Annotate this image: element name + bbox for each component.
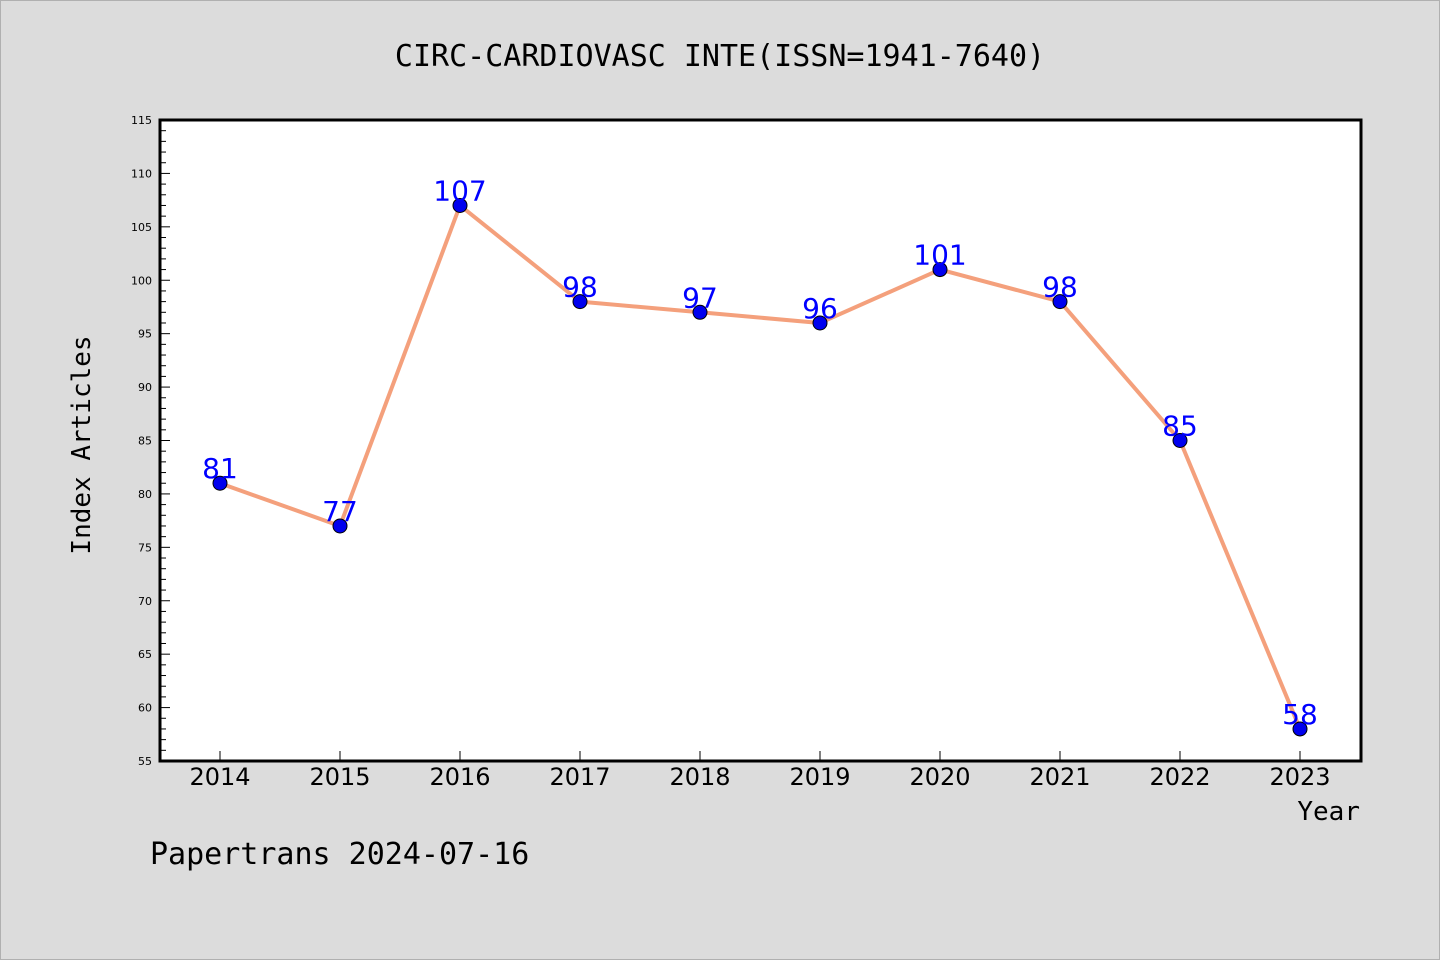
data-label: 96 xyxy=(802,292,838,325)
y-tick-label: 110 xyxy=(131,167,152,180)
data-point xyxy=(1052,294,1068,310)
series-line xyxy=(219,203,1302,730)
data-label: 97 xyxy=(682,281,718,314)
x-tick-label: 2021 xyxy=(1029,763,1090,791)
y-tick-label: 85 xyxy=(138,435,152,448)
x-tick-label: 2022 xyxy=(1149,763,1210,791)
plot-area xyxy=(158,118,1363,763)
x-tick-label: 2016 xyxy=(429,763,490,791)
data-labels: 81 77 107 98 97 96 101 98 85 58 xyxy=(202,174,1318,730)
data-point xyxy=(452,197,468,213)
y-tick-label: 100 xyxy=(131,274,152,287)
data-label: 107 xyxy=(433,174,486,207)
data-label: 98 xyxy=(562,271,598,304)
data-label: 101 xyxy=(913,239,966,272)
series xyxy=(212,197,1308,737)
y-tick-label: 80 xyxy=(138,488,152,501)
y-tick-label: 75 xyxy=(138,541,152,554)
footer-watermark: Papertrans 2024-07-16 xyxy=(150,837,529,872)
x-tick-label: 2020 xyxy=(909,763,970,791)
x-tick-label: 2014 xyxy=(189,763,250,791)
y-axis-title: Index Articles xyxy=(67,335,97,554)
y-axis: 55 60 65 70 75 80 85 90 95 100 105 110 115 xyxy=(131,114,170,768)
x-axis: 2014 2015 2016 2017 2018 2019 2020 2021 2022 2023 xyxy=(189,751,1331,791)
x-tick-label: 2017 xyxy=(549,763,610,791)
data-label: 81 xyxy=(202,452,238,485)
data-label: 58 xyxy=(1282,698,1318,731)
x-tick-label: 2015 xyxy=(309,763,370,791)
y-tick-label: 55 xyxy=(138,755,152,768)
data-point xyxy=(212,475,228,491)
data-point xyxy=(1172,433,1188,448)
chart-title: CIRC-CARDIOVASC INTE(ISSN=1941-7640) xyxy=(395,39,1045,74)
y-tick-label: 115 xyxy=(131,114,152,127)
x-tick-label: 2023 xyxy=(1269,763,1330,791)
x-tick-label: 2019 xyxy=(789,763,850,791)
data-point xyxy=(692,304,708,320)
data-point xyxy=(812,315,828,331)
x-axis-title: Year xyxy=(1297,797,1360,827)
data-label: 98 xyxy=(1042,271,1078,304)
y-tick-label: 95 xyxy=(138,328,152,341)
y-tick-label: 90 xyxy=(138,381,152,394)
y-tick-label: 60 xyxy=(138,702,152,715)
y-tick-label: 105 xyxy=(131,221,152,234)
data-label: 77 xyxy=(322,495,358,528)
x-tick-label: 2018 xyxy=(669,763,730,791)
y-tick-label: 70 xyxy=(138,595,152,608)
y-tick-label: 65 xyxy=(138,648,152,661)
data-point xyxy=(1292,721,1308,737)
data-point xyxy=(332,518,348,534)
data-point xyxy=(572,294,588,310)
data-point xyxy=(932,262,948,278)
data-label: 85 xyxy=(1162,410,1198,443)
